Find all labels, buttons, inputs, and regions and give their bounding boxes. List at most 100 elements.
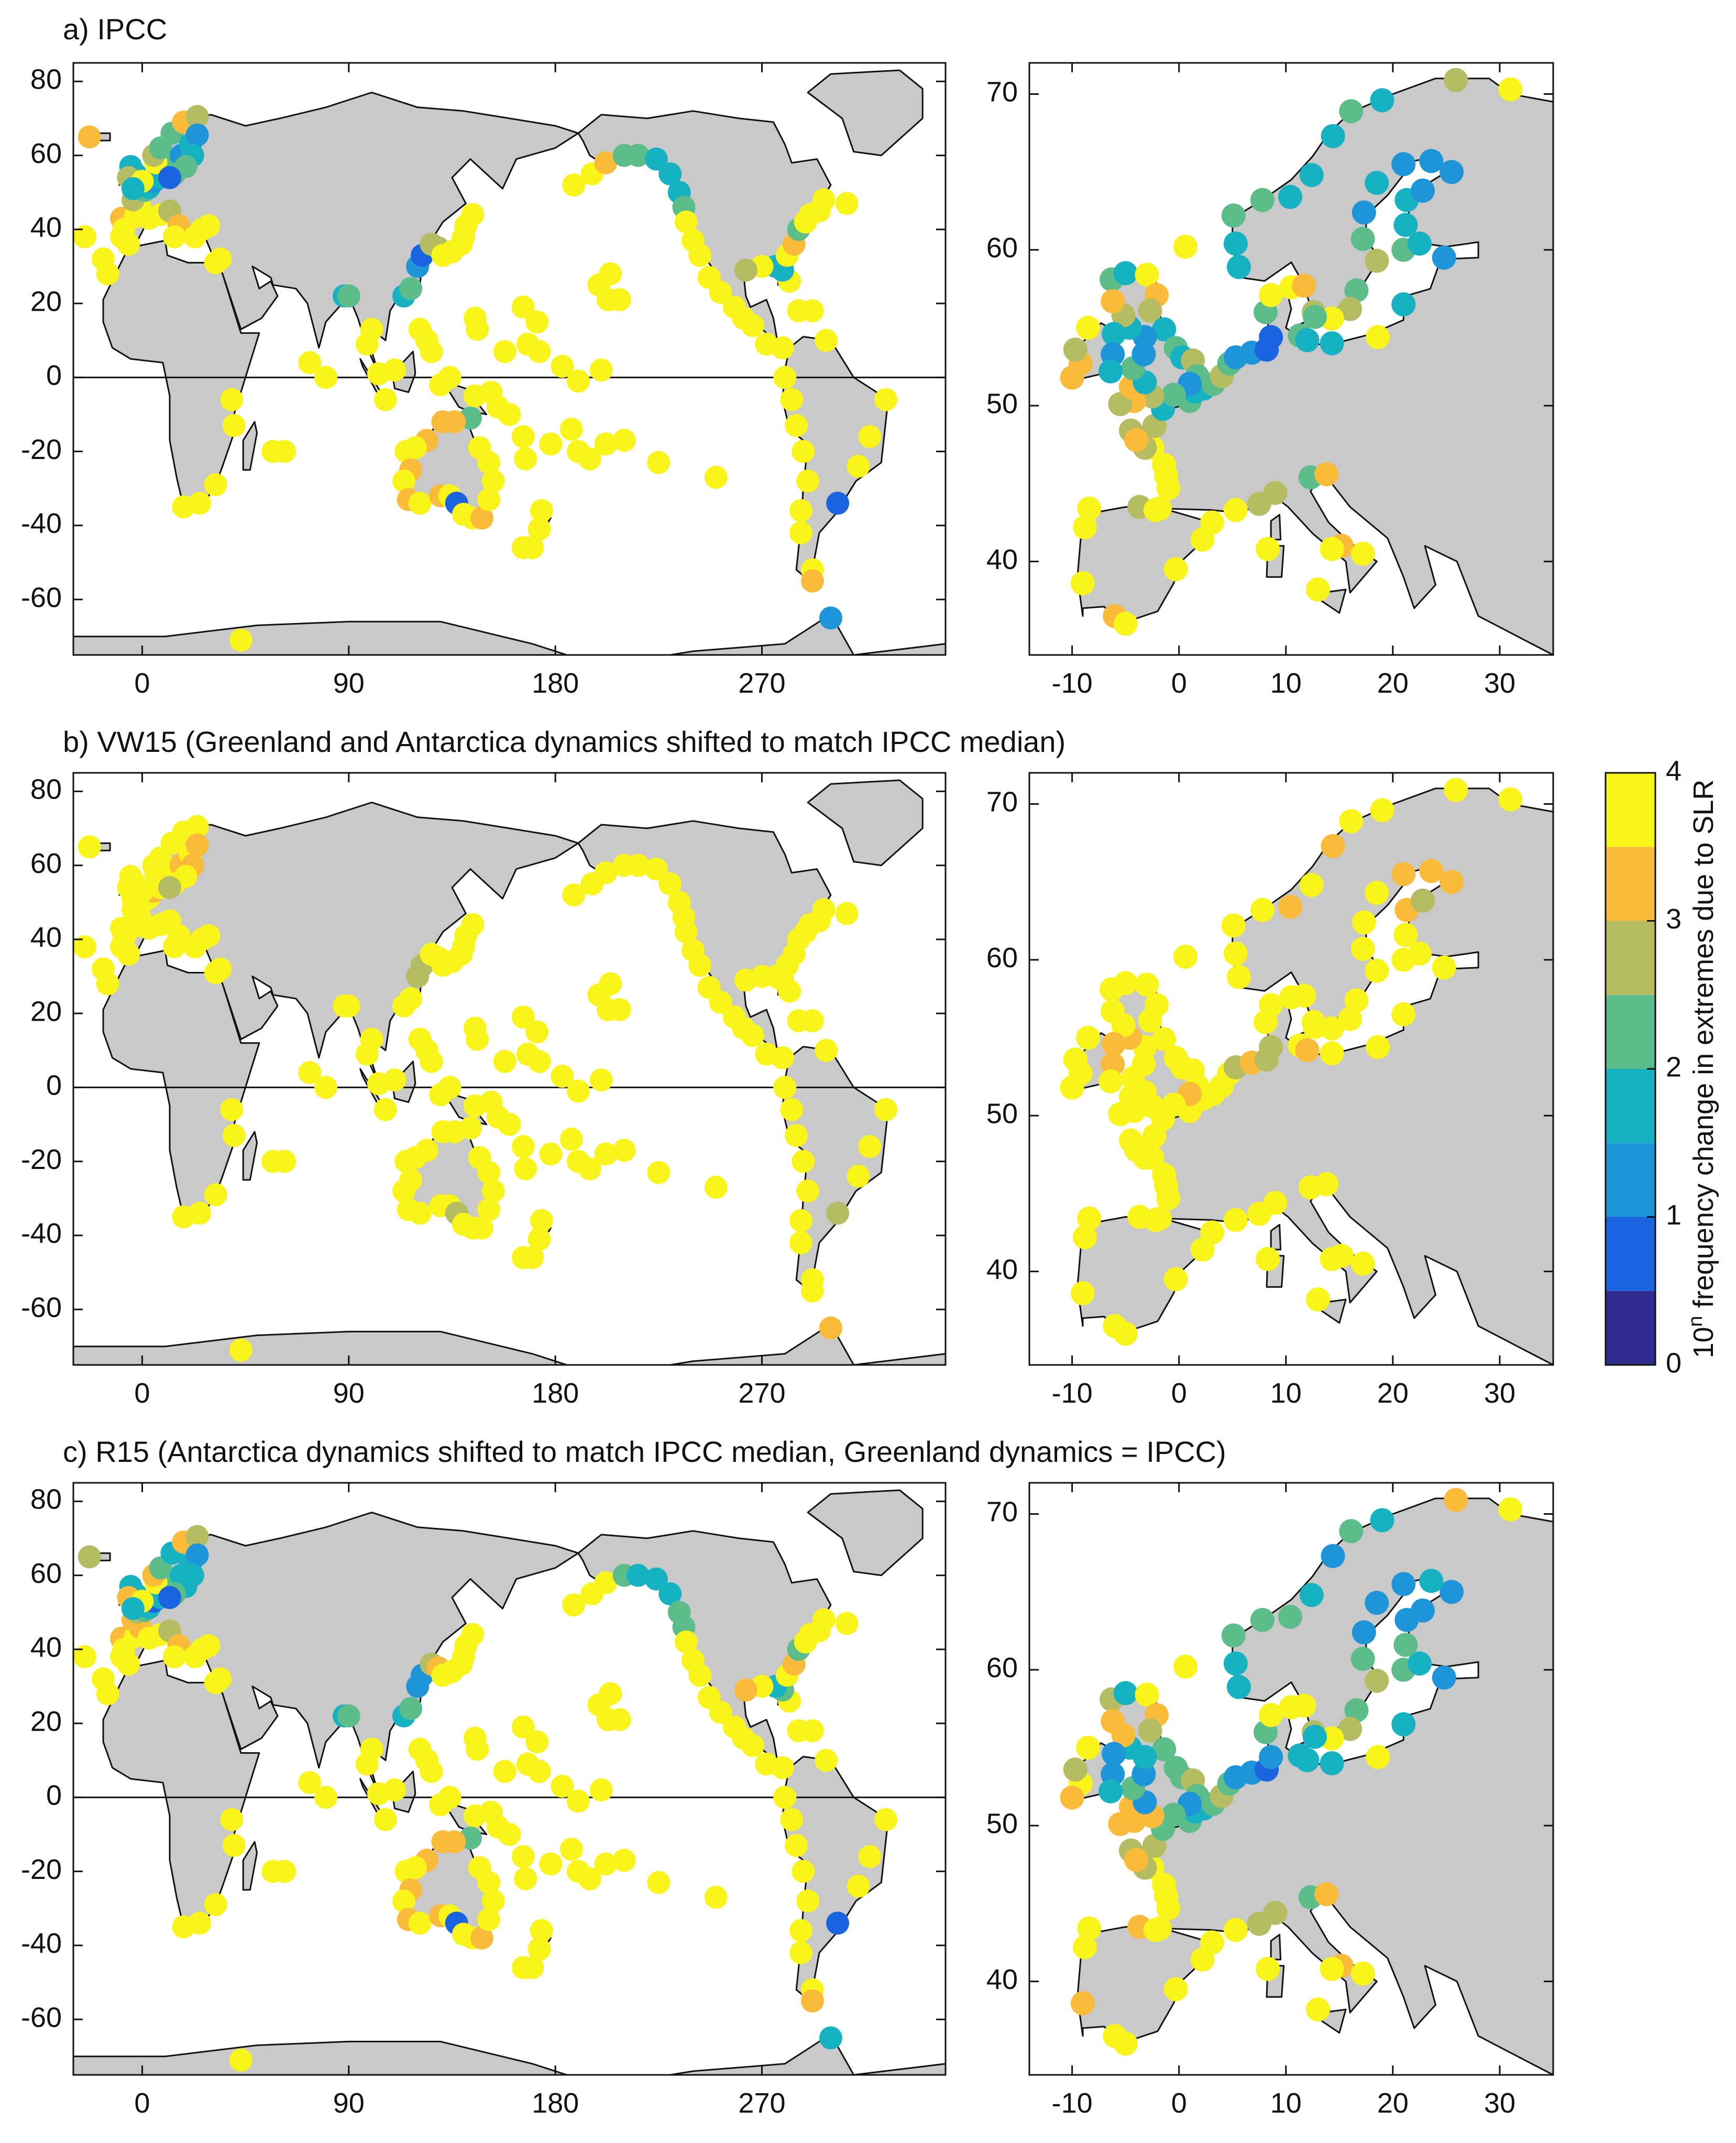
station-marker xyxy=(399,987,423,1010)
station-marker xyxy=(1161,1092,1186,1117)
station-marker xyxy=(468,1856,491,1879)
station-marker xyxy=(463,1016,487,1040)
station-marker xyxy=(408,491,432,515)
station-marker xyxy=(511,1246,535,1270)
x-tick-label: 90 xyxy=(333,668,365,699)
land-corsica xyxy=(1270,1933,1282,1961)
station-marker xyxy=(1295,1038,1320,1063)
station-marker xyxy=(1339,1519,1364,1544)
station-marker xyxy=(121,887,145,911)
station-marker xyxy=(1073,1935,1097,1960)
station-marker xyxy=(511,1005,535,1029)
station-marker xyxy=(780,388,804,411)
station-marker xyxy=(188,1201,211,1225)
y-tick-label: 70 xyxy=(986,786,1018,818)
europe-frame xyxy=(1028,62,1554,656)
station-marker xyxy=(162,1645,186,1668)
world-map-a: 0 90 180 270 80 60 40 20 0 -20 -40 -60 xyxy=(21,62,947,699)
station-marker xyxy=(1299,873,1324,898)
station-marker xyxy=(158,876,181,899)
station-marker xyxy=(525,1730,549,1754)
station-marker xyxy=(787,1009,810,1033)
station-marker xyxy=(1259,1035,1283,1059)
station-marker xyxy=(1247,1201,1271,1226)
station-marker xyxy=(1306,577,1330,602)
station-marker xyxy=(516,1042,540,1066)
station-marker xyxy=(1350,227,1375,251)
station-marker xyxy=(514,1157,537,1180)
station-marker xyxy=(468,1146,491,1169)
station-marker xyxy=(608,288,631,311)
station-marker xyxy=(1063,1047,1087,1072)
world-frame xyxy=(72,772,947,1366)
station-marker xyxy=(1302,304,1327,329)
station-markers xyxy=(1060,1488,1523,2056)
station-marker xyxy=(1339,99,1364,124)
station-marker xyxy=(1344,1698,1369,1723)
station-marker xyxy=(1060,1075,1084,1100)
station-marker xyxy=(1135,1682,1159,1707)
station-marker xyxy=(874,388,898,411)
station-marker xyxy=(1259,1745,1283,1769)
station-marker xyxy=(1101,999,1125,1023)
station-marker xyxy=(1432,245,1456,270)
y-tick-label: 60 xyxy=(986,942,1018,974)
station-marker xyxy=(222,1124,246,1147)
station-marker xyxy=(1250,1608,1274,1632)
station-marker xyxy=(1223,941,1248,966)
station-marker xyxy=(1295,1748,1320,1773)
station-marker xyxy=(1223,1208,1248,1232)
x-tick-label: 180 xyxy=(532,668,579,699)
station-marker xyxy=(1370,1508,1394,1533)
y-tick-label: 40 xyxy=(986,1964,1018,1995)
colorbar-bin xyxy=(1606,847,1655,921)
station-marker xyxy=(1247,1911,1271,1936)
station-marker xyxy=(704,466,728,489)
station-marker xyxy=(626,144,650,167)
station-marker xyxy=(493,1759,517,1783)
station-marker xyxy=(1227,255,1251,279)
station-marker xyxy=(1432,1665,1456,1690)
station-marker xyxy=(470,506,493,530)
station-marker xyxy=(1190,1237,1215,1262)
colorbar-bin xyxy=(1606,921,1655,995)
station-marker xyxy=(204,1183,227,1207)
station-marker xyxy=(511,1135,535,1158)
land-antarctica xyxy=(73,613,946,655)
station-marker xyxy=(1365,1591,1389,1615)
station-marker xyxy=(1152,317,1177,342)
station-marker xyxy=(1161,1802,1186,1827)
station-marker xyxy=(1113,261,1138,286)
station-marker xyxy=(528,1227,551,1251)
y-tick-label: -40 xyxy=(21,508,62,539)
station-marker xyxy=(463,307,487,330)
station-marker xyxy=(1113,1681,1138,1705)
y-tick-label: -60 xyxy=(21,2002,62,2033)
station-marker xyxy=(709,280,732,304)
station-marker xyxy=(314,1076,337,1099)
station-marker xyxy=(1302,1724,1327,1749)
colorbar-bin xyxy=(1606,1217,1655,1291)
station-marker xyxy=(511,425,535,449)
station-marker xyxy=(273,1150,296,1173)
station-marker xyxy=(874,1808,898,1831)
station-marker xyxy=(477,1908,501,1931)
station-marker xyxy=(792,1860,815,1883)
europe-map-c: -10 0 10 20 30 70 60 50 40 xyxy=(986,1482,1554,2119)
station-marker xyxy=(1306,1997,1330,2022)
station-marker xyxy=(594,432,618,456)
station-marker xyxy=(96,262,119,286)
station-marker xyxy=(1138,1718,1162,1743)
station-marker xyxy=(792,1150,815,1173)
station-marker xyxy=(121,1597,145,1621)
y-tick-label: -40 xyxy=(21,1218,62,1249)
station-marker xyxy=(1076,1025,1101,1050)
x-tick-label: 0 xyxy=(134,1377,150,1409)
station-marker xyxy=(298,1061,322,1085)
station-marker xyxy=(780,1098,804,1121)
colorbar-bin xyxy=(1606,773,1655,847)
station-marker xyxy=(470,1216,493,1240)
station-marker xyxy=(220,1808,244,1831)
station-marker xyxy=(528,517,551,541)
station-marker xyxy=(1060,365,1084,390)
